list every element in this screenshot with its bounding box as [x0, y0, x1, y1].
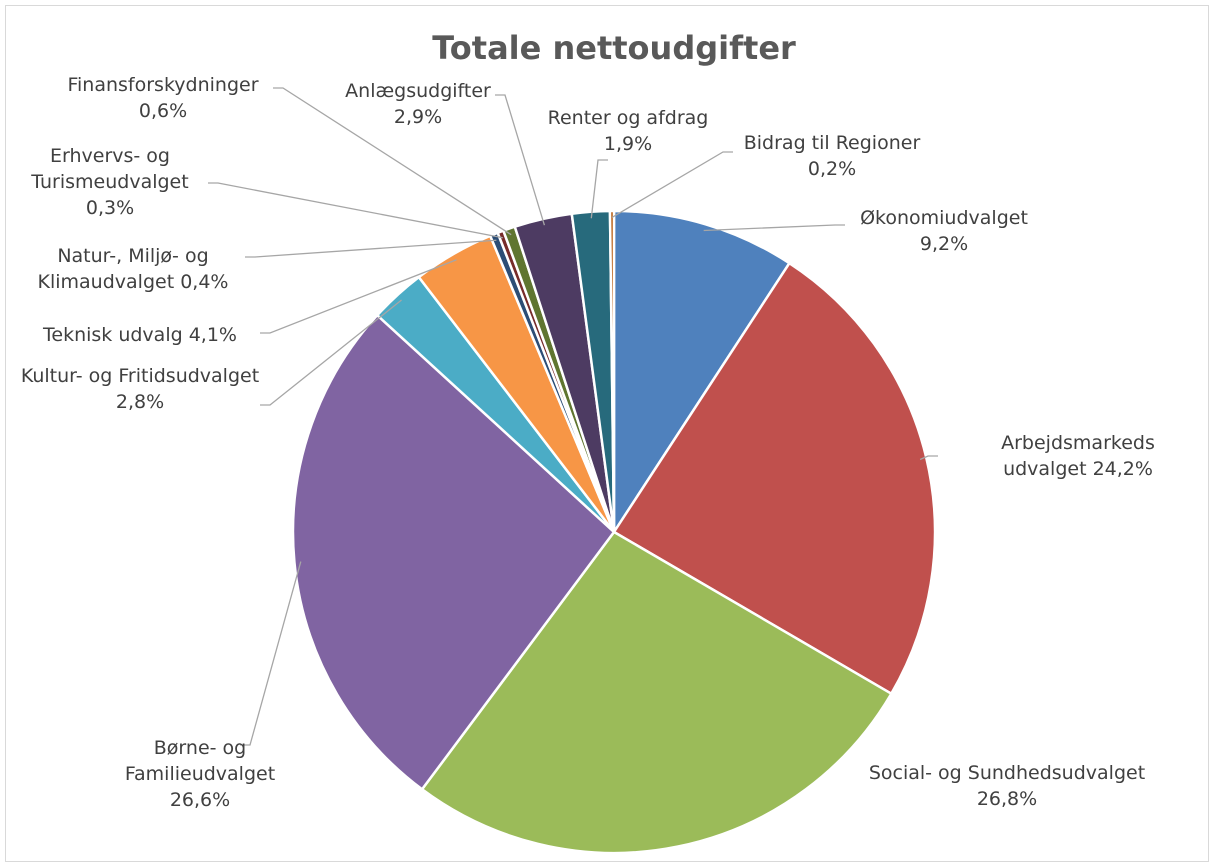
leader-line [590, 159, 608, 219]
value-label: 26,6% [169, 789, 231, 811]
value-label: 0,6% [138, 100, 188, 122]
leader-line [240, 561, 302, 746]
category-label: Teknisk udvalg [43, 324, 183, 346]
data-label: Renter og afdrag 1,9% [528, 105, 728, 157]
category-label: Børne- og Familieudvalget [124, 737, 276, 785]
leader-line [273, 87, 512, 236]
data-label: Bidrag til Regioner 0,2% [712, 130, 952, 182]
value-label: 26,8% [976, 788, 1038, 810]
value-label: 1,9% [603, 133, 653, 155]
pie-slice [291, 313, 616, 792]
category-label: Arbejdsmarkeds udvalget [1001, 432, 1155, 480]
leader-line [260, 299, 402, 406]
data-label: Børne- og Familieudvalget 26,6% [110, 735, 290, 813]
category-label: Finansforskydninger [67, 74, 259, 96]
leader-line [245, 239, 497, 258]
pie-slice [420, 530, 894, 855]
category-label: Anlægsudgifter [345, 80, 491, 102]
data-label: Anlægsudgifter 2,9% [318, 78, 518, 130]
value-label: 2,9% [393, 106, 443, 128]
value-label: 0,2% [807, 158, 857, 180]
category-label: Natur-, Miljø- og Klimaudvalget [37, 245, 209, 293]
data-label: Kultur- og Fritidsudvalget 2,8% [20, 363, 260, 415]
value-label: 0,3% [85, 197, 135, 219]
data-label: Erhvervs- og Turismeudvalget 0,3% [15, 143, 205, 221]
category-label: Social- og Sundhedsudvalget [868, 762, 1146, 784]
leader-line [919, 455, 938, 461]
data-label: Teknisk udvalg 4,1% [0, 322, 290, 348]
leader-line [260, 259, 457, 334]
value-label: 4,1% [188, 324, 237, 346]
value-label: 2,8% [115, 391, 165, 413]
category-label: Bidrag til Regioner [743, 132, 921, 154]
leader-line [611, 151, 733, 218]
data-label: Finansforskydninger 0,6% [43, 72, 283, 124]
category-label: Erhvervs- og Turismeudvalget [31, 145, 189, 193]
category-label: Renter og afdrag [547, 107, 709, 129]
data-label: Natur-, Miljø- og Klimaudvalget 0,4% [23, 243, 243, 295]
data-label: Økonomiudvalget 9,2% [824, 205, 1064, 257]
value-label: 0,4% [180, 271, 229, 293]
data-label: Arbejdsmarkeds udvalget 24,2% [988, 430, 1168, 482]
value-label: 24,2% [1092, 458, 1153, 480]
chart-title: Totale nettoudgifter [432, 29, 796, 67]
value-label: 9,2% [919, 233, 969, 255]
data-label: Social- og Sundhedsudvalget 26,8% [847, 760, 1167, 812]
leader-line [495, 94, 546, 226]
pie-slice [612, 209, 792, 537]
pie-slice [608, 209, 616, 533]
leader-line [208, 182, 503, 239]
category-label: Økonomiudvalget [860, 207, 1028, 229]
pie-slice [612, 261, 937, 696]
leader-line [703, 224, 845, 232]
category-label: Kultur- og Fritidsudvalget [20, 365, 260, 387]
